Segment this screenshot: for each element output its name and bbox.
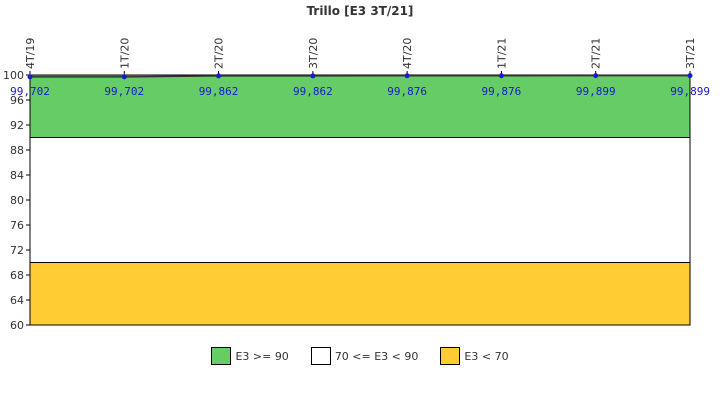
data-label: 99,862 xyxy=(293,85,333,98)
data-point xyxy=(687,73,693,79)
x-tick-label: 3T/21 xyxy=(684,38,697,69)
legend-swatch xyxy=(440,347,461,365)
legend-swatch xyxy=(310,347,331,365)
legend-label: 70 <= E3 < 90 xyxy=(334,349,419,363)
data-label: 99,702 xyxy=(10,85,50,98)
chart-title: Trillo [E3 3T/21] xyxy=(307,4,414,18)
series-line xyxy=(27,73,693,80)
y-tick-label: 60 xyxy=(10,319,24,332)
legend-item-0: E3 >= 90 xyxy=(211,347,289,365)
x-axis: 4T/19 1T/20 2T/20 3T/20 4T/20 1T/21 2T/21 3T/21 xyxy=(24,38,697,75)
data-label: 99,862 xyxy=(199,85,239,98)
x-tick-label: 4T/20 xyxy=(401,38,414,69)
data-labels: 99,702 99,702 99,862 99,862 99,876 99,876 99,8… xyxy=(10,85,710,98)
data-label: 99,899 xyxy=(670,85,710,98)
x-tick-label: 4T/19 xyxy=(24,38,37,69)
x-tick-label: 1T/20 xyxy=(118,38,131,69)
data-point xyxy=(593,73,599,79)
y-tick-label: 100 xyxy=(3,69,24,82)
legend-item-2: E3 < 70 xyxy=(440,347,509,365)
y-tick-label: 92 xyxy=(10,119,24,132)
legend-label: E3 < 70 xyxy=(464,349,509,363)
y-axis: 60 64 68 72 76 80 84 88 92 96 100 xyxy=(3,69,31,332)
x-tick-label: 1T/21 xyxy=(495,38,508,69)
legend: E3 >= 90 70 <= E3 < 90 E3 < 70 xyxy=(0,345,720,367)
legend-swatch xyxy=(211,347,232,365)
data-label: 99,702 xyxy=(104,85,144,98)
data-point xyxy=(498,73,504,79)
y-tick-label: 80 xyxy=(10,194,24,207)
data-label: 99,876 xyxy=(387,85,427,98)
series-path xyxy=(30,74,690,78)
threshold-bands xyxy=(29,74,691,326)
legend-item-1: 70 <= E3 < 90 xyxy=(310,347,419,365)
x-tick-label: 3T/20 xyxy=(307,38,320,69)
y-tick-label: 64 xyxy=(10,294,24,307)
x-tick-label: 2T/20 xyxy=(213,38,226,69)
data-point xyxy=(121,74,127,80)
data-label: 99,899 xyxy=(576,85,616,98)
data-point xyxy=(27,74,33,80)
data-point xyxy=(216,73,222,79)
data-point xyxy=(404,73,410,79)
y-tick-label: 72 xyxy=(10,244,24,257)
data-point xyxy=(310,73,316,79)
y-tick-label: 84 xyxy=(10,169,24,182)
x-tick-label: 2T/21 xyxy=(590,38,603,69)
y-tick-label: 76 xyxy=(10,219,24,232)
y-tick-label: 88 xyxy=(10,144,24,157)
band-0 xyxy=(29,74,691,138)
data-label: 99,876 xyxy=(482,85,522,98)
band-2 xyxy=(29,262,691,326)
legend-label: E3 >= 90 xyxy=(235,349,289,363)
band-1 xyxy=(29,137,691,263)
y-tick-label: 96 xyxy=(10,94,24,107)
y-tick-label: 68 xyxy=(10,269,24,282)
